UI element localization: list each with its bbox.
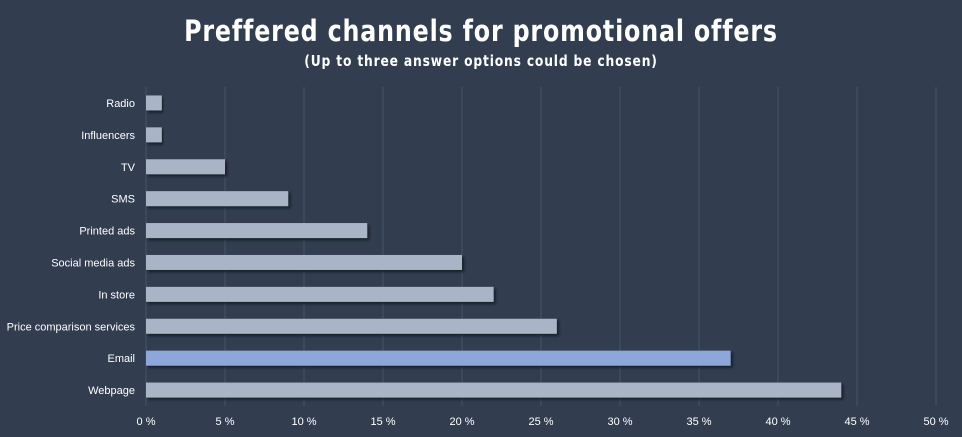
bar-influencers [146, 127, 162, 143]
x-axis-tick-labels: 0 % 5 % 10 % 15 % 20 % 25 % 30 % 35 % 40 % 45 % 50… [137, 416, 949, 428]
x-tick-label: 45 % [844, 416, 869, 428]
chart-title: Preffered channels for promotional offer… [184, 14, 778, 48]
category-label: In store [98, 289, 135, 301]
category-label: Email [107, 353, 135, 365]
category-label: Printed ads [79, 226, 135, 238]
bar-email [146, 350, 731, 366]
x-tick-label: 25 % [528, 416, 553, 428]
x-tick-label: 40 % [765, 416, 790, 428]
category-label: Price comparison services [7, 321, 136, 333]
bar-social-media-ads [146, 254, 462, 270]
bar-printed-ads [146, 223, 368, 239]
x-tick-label: 15 % [370, 416, 395, 428]
x-tick-label: 50 % [923, 416, 948, 428]
bar-price-comparison-services [146, 318, 557, 334]
x-tick-label: 0 % [137, 416, 156, 428]
category-label: Influencers [81, 130, 135, 142]
category-label: SMS [111, 194, 135, 206]
chart-subtitle: (Up to three answer options could be cho… [304, 52, 658, 70]
category-label: TV [121, 162, 136, 174]
x-tick-label: 5 % [216, 416, 235, 428]
category-labels: Radio Influencers TV SMS Printed ads Social m… [7, 98, 136, 397]
x-tick-label: 20 % [449, 416, 474, 428]
bar-webpage [146, 382, 842, 398]
bar-tv [146, 159, 225, 175]
category-label: Radio [106, 98, 135, 110]
bar-sms [146, 191, 289, 207]
bar-radio [146, 95, 162, 111]
category-label: Social media ads [51, 257, 135, 269]
x-tick-label: 10 % [291, 416, 316, 428]
x-tick-label: 35 % [686, 416, 711, 428]
bars [146, 95, 842, 398]
bar-in-store [146, 286, 494, 302]
category-label: Webpage [88, 385, 135, 397]
x-tick-label: 30 % [607, 416, 632, 428]
